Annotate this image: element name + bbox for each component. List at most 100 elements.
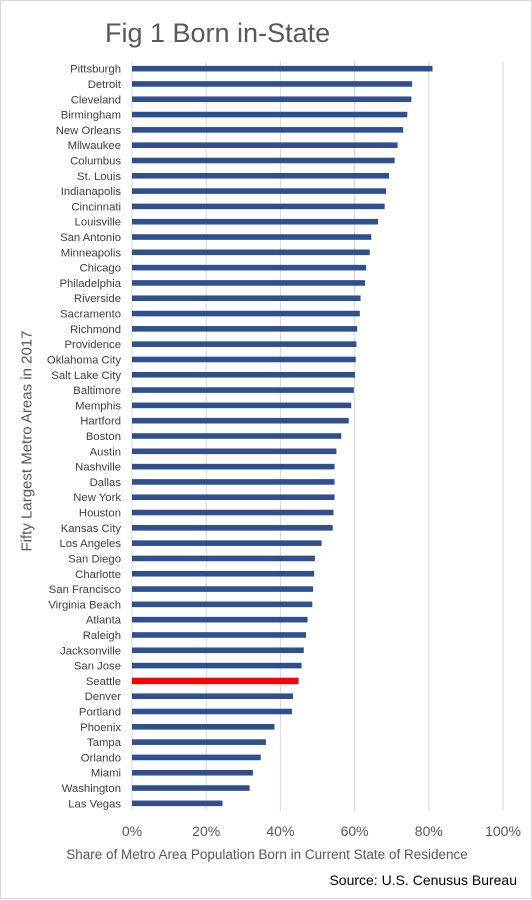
chart-title: Fig 1 Born in-State (105, 18, 331, 48)
bar-phoenix (132, 724, 275, 730)
category-label: Columbus (70, 155, 121, 167)
bar-tampa (132, 739, 266, 745)
category-label: Raleigh (83, 630, 121, 642)
category-label: Tampa (87, 737, 122, 749)
bar-jacksonville (132, 647, 304, 654)
category-label: Boston (86, 431, 121, 443)
bar-cleveland (132, 96, 412, 103)
category-label: Orlando (81, 752, 121, 764)
bar-providence (132, 341, 357, 347)
category-label: Memphis (75, 400, 121, 412)
bar-milwaukee (132, 142, 398, 148)
bar-san-jose (132, 662, 302, 669)
category-label: Milwaukee (68, 140, 121, 152)
category-label: Salt Lake City (51, 370, 121, 382)
x-tick-label: 0% (122, 823, 142, 839)
bar-richmond (132, 326, 358, 332)
bar-houston (132, 509, 334, 516)
bar-seattle (132, 677, 299, 685)
category-label: Houston (79, 508, 121, 520)
bar-los-angeles (132, 540, 322, 546)
category-label: Detroit (88, 79, 122, 91)
bar-denver (132, 693, 294, 700)
category-label: Los Angeles (59, 538, 121, 550)
bar-philadelphia (132, 280, 365, 286)
category-label: Austin (90, 446, 121, 458)
category-label: Cleveland (71, 94, 121, 106)
bar-riverside (132, 295, 361, 302)
category-label: Louisville (75, 217, 121, 229)
bar-dallas (132, 479, 335, 485)
bar-miami (132, 769, 253, 776)
bar-new-york (132, 494, 335, 501)
category-label: Miami (91, 768, 121, 780)
bar-austin (132, 448, 337, 455)
bar-raleigh (132, 632, 306, 638)
category-label: New York (73, 492, 121, 504)
bar-san-diego (132, 555, 315, 562)
bar-detroit (132, 81, 413, 87)
category-label: San Jose (74, 661, 121, 673)
bar-charlotte (132, 570, 315, 577)
bar-chicago (132, 264, 367, 271)
bar-memphis (132, 402, 352, 409)
bar-st-louis (132, 172, 390, 179)
bar-atlanta (132, 616, 308, 623)
bar-cincinnati (132, 203, 385, 210)
x-axis-label: Share of Metro Area Population Born in C… (66, 847, 468, 862)
category-label: Philadelphia (59, 278, 121, 290)
category-label: Nashville (75, 462, 121, 474)
category-label: Virginia Beach (48, 599, 121, 611)
category-label: San Diego (68, 553, 121, 565)
category-label: Washington (62, 783, 121, 795)
bar-virginia-beach (132, 601, 313, 608)
category-label: Phoenix (80, 722, 121, 734)
category-label: Charlotte (75, 569, 121, 581)
bar-washington (132, 785, 250, 791)
category-label: St. Louis (77, 171, 121, 183)
bar-salt-lake-city (132, 371, 355, 378)
x-tick-label: 60% (341, 823, 369, 839)
bar-nashville (132, 463, 335, 470)
category-label: Baltimore (73, 385, 121, 397)
category-label: Richmond (70, 324, 121, 336)
category-label: Kansas City (61, 523, 122, 535)
bar-indianapolis (132, 188, 387, 194)
category-label: San Antonio (60, 232, 121, 244)
x-tick-label: 20% (192, 823, 220, 839)
bar-san-francisco (132, 586, 314, 592)
category-label: New Orleans (56, 125, 122, 137)
category-label: Minneapolis (61, 247, 122, 259)
bar-baltimore (132, 387, 354, 393)
category-label: Oklahoma City (47, 354, 121, 366)
bar-boston (132, 433, 342, 439)
bar-orlando (132, 754, 261, 761)
category-label: Cincinnati (71, 201, 121, 213)
category-label: Hartford (80, 416, 121, 428)
category-label: Riverside (74, 293, 121, 305)
bar-columbus (132, 157, 395, 164)
bar-sacramento (132, 310, 360, 317)
bar-minneapolis (132, 249, 370, 256)
bar-new-orleans (132, 127, 404, 133)
x-tick-label: 40% (266, 823, 294, 839)
category-label: Pittsburgh (70, 64, 121, 76)
category-label: Denver (85, 691, 122, 703)
category-label: Chicago (80, 263, 121, 275)
category-label: Seattle (86, 676, 121, 688)
source-note: Source: U.S. Cenusus Bureau (329, 872, 517, 888)
bar-pittsburgh (132, 65, 433, 72)
bar-las-vegas (132, 800, 223, 807)
bar-portland (132, 708, 292, 715)
category-label: Atlanta (86, 615, 122, 627)
category-label: Indianapolis (61, 186, 122, 198)
category-label: Las Vegas (68, 798, 121, 810)
category-label: Sacramento (60, 309, 121, 321)
category-label: Birmingham (61, 110, 121, 122)
x-tick-label: 80% (415, 823, 443, 839)
category-label: Jacksonville (60, 645, 121, 657)
category-label: Portland (79, 707, 121, 719)
bar-louisville (132, 218, 378, 225)
